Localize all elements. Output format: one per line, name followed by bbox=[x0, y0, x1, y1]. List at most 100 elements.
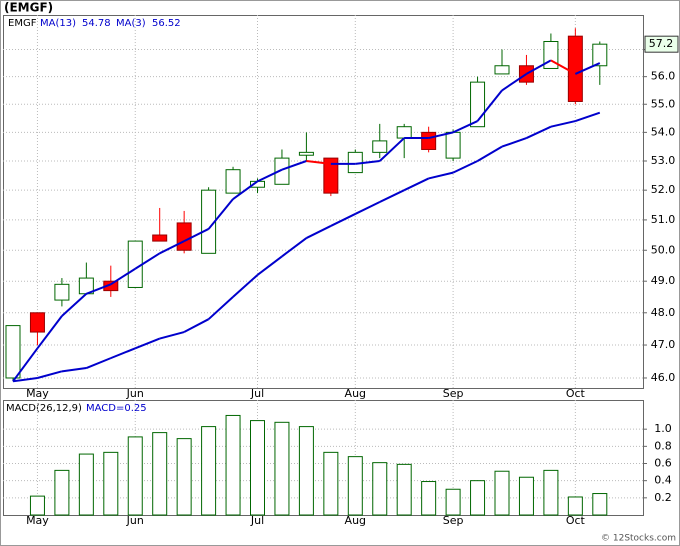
y-tick-label: 54.0 bbox=[651, 125, 676, 138]
ma-line bbox=[354, 201, 381, 215]
ma-line bbox=[12, 347, 39, 382]
ma-line bbox=[61, 367, 87, 373]
ma-line bbox=[207, 198, 234, 230]
ma-line bbox=[305, 225, 332, 239]
ma-line bbox=[428, 131, 454, 140]
bar bbox=[29, 495, 45, 516]
candle-body bbox=[396, 126, 412, 139]
bar bbox=[494, 470, 510, 516]
ma-line bbox=[256, 255, 283, 276]
x-tick-label: Jun bbox=[126, 387, 144, 400]
y-tick-label: 0.6 bbox=[654, 457, 672, 470]
candle-body bbox=[29, 312, 45, 333]
ma-line bbox=[85, 357, 112, 369]
candle-body bbox=[127, 240, 143, 288]
candle-body bbox=[372, 140, 388, 153]
y-tick-label: 52.0 bbox=[651, 183, 676, 196]
candle-body bbox=[494, 65, 510, 75]
x-tick-label: Sep bbox=[443, 514, 464, 527]
ma-line bbox=[574, 62, 601, 75]
bar bbox=[372, 462, 388, 516]
legend-label: MA(13) bbox=[40, 18, 76, 29]
ma-line bbox=[403, 177, 430, 192]
bar bbox=[176, 438, 192, 516]
ma-line bbox=[575, 111, 601, 123]
bar bbox=[347, 456, 363, 516]
x-tick-label: Aug bbox=[345, 387, 366, 400]
bar bbox=[103, 451, 119, 516]
candle-body bbox=[5, 325, 21, 379]
ma-line bbox=[476, 89, 503, 122]
bar bbox=[201, 426, 217, 516]
bar bbox=[323, 451, 339, 516]
ma-line bbox=[525, 59, 552, 75]
ma-line bbox=[477, 145, 503, 162]
candle-body bbox=[274, 157, 290, 185]
legend-label: MA(3) bbox=[116, 18, 146, 29]
candle-body bbox=[323, 157, 339, 194]
ma-line bbox=[159, 331, 185, 340]
ma-line bbox=[281, 160, 307, 171]
ma-line bbox=[257, 168, 283, 183]
ma-line bbox=[501, 137, 527, 148]
ma-line bbox=[550, 120, 576, 128]
y-tick-label: 48.0 bbox=[651, 306, 676, 319]
candle-body bbox=[543, 41, 559, 69]
bar bbox=[445, 488, 461, 516]
y-tick-label: 55.0 bbox=[651, 97, 676, 110]
candle-body bbox=[592, 43, 608, 67]
ma-line bbox=[379, 137, 405, 162]
bar bbox=[78, 453, 94, 516]
x-tick-label: Jul bbox=[250, 514, 264, 527]
x-tick-label: Jul bbox=[250, 387, 264, 400]
symbol: EMGF bbox=[8, 18, 37, 29]
x-tick-label: Jun bbox=[126, 514, 144, 527]
ma-line bbox=[526, 125, 552, 139]
bar bbox=[250, 420, 265, 516]
candle-body bbox=[445, 131, 461, 159]
price-panel bbox=[3, 15, 644, 389]
bar bbox=[54, 469, 70, 516]
y-tick-label: 0.8 bbox=[654, 439, 672, 452]
ma-line bbox=[134, 337, 161, 350]
y-tick-label: 56.0 bbox=[651, 70, 676, 83]
ma-line bbox=[501, 73, 528, 92]
ma-line bbox=[37, 370, 63, 379]
y-tick-label: 49.0 bbox=[651, 274, 676, 287]
bar bbox=[470, 480, 486, 516]
x-tick-label: Aug bbox=[345, 514, 366, 527]
ma-line bbox=[232, 274, 259, 298]
candle-body bbox=[54, 283, 70, 301]
candle-body bbox=[567, 35, 583, 102]
y-tick-label: 47.0 bbox=[651, 338, 676, 351]
ma-line bbox=[134, 252, 161, 270]
x-tick-label: Oct bbox=[566, 514, 586, 527]
ma-line bbox=[110, 347, 136, 360]
ma-line bbox=[61, 293, 88, 317]
bar bbox=[127, 436, 143, 516]
ma-line bbox=[207, 296, 234, 320]
ma-line bbox=[452, 120, 478, 134]
x-tick-label: Oct bbox=[566, 387, 586, 400]
chart-title: (EMGF) bbox=[4, 1, 53, 15]
bar bbox=[421, 481, 437, 516]
ma-line bbox=[85, 283, 112, 295]
ma-line bbox=[159, 240, 185, 255]
candle-body bbox=[176, 222, 192, 251]
ma-line bbox=[550, 59, 576, 75]
bar bbox=[274, 421, 290, 516]
legend-value: 54.78 bbox=[82, 18, 111, 29]
macd-legend: MACD=0.25 bbox=[86, 403, 147, 414]
x-tick-label: Sep bbox=[443, 387, 464, 400]
candle-body bbox=[298, 151, 314, 156]
y-tick-label: 51.0 bbox=[651, 213, 676, 226]
y-tick-label: 1.0 bbox=[654, 422, 672, 435]
y-tick-label: 53.0 bbox=[651, 154, 676, 167]
bar bbox=[396, 463, 412, 516]
bar bbox=[567, 496, 583, 516]
y-tick-label: 0.4 bbox=[654, 474, 672, 487]
candle-body bbox=[225, 169, 241, 194]
candle-body bbox=[103, 280, 119, 292]
x-tick-label: May bbox=[26, 514, 49, 527]
